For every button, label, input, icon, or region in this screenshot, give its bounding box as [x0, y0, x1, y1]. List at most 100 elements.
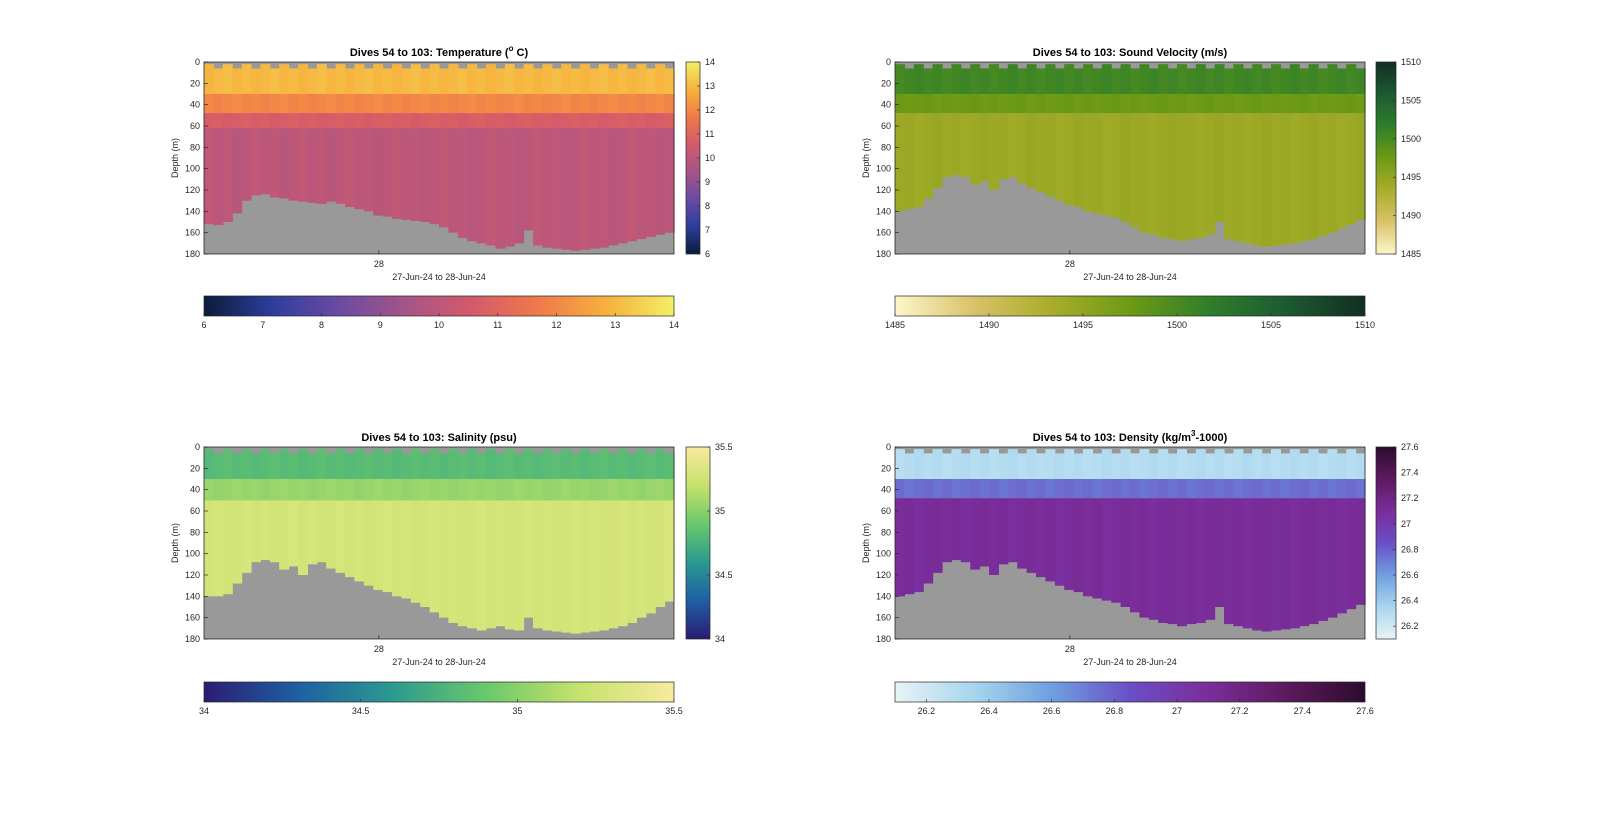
chart-title: Dives 54 to 103: Sound Velocity (m/s) [1033, 47, 1228, 59]
data-cell [382, 94, 393, 114]
y-tick-label: 100 [876, 549, 891, 559]
data-cell [1167, 68, 1178, 94]
data-cell [523, 94, 534, 114]
data-cell [222, 449, 233, 479]
data-cell [392, 479, 402, 501]
data-cell [1214, 113, 1225, 222]
data-cell [1195, 479, 1206, 499]
data-cell [232, 113, 243, 129]
colorbar-bottom [894, 681, 1366, 703]
colorbar-bottom-tick-label: 1485 [885, 320, 905, 330]
data-cell [1327, 113, 1338, 233]
data-cell [476, 113, 487, 129]
data-cell [523, 449, 534, 479]
data-cell [551, 479, 562, 501]
data-cell [345, 128, 355, 208]
data-cell [989, 479, 999, 499]
data-cell [1318, 498, 1328, 621]
data-cell [542, 128, 553, 248]
data-cell [1092, 113, 1103, 214]
data-cell [1092, 453, 1103, 479]
data-cell [298, 500, 308, 575]
data-cell [1336, 479, 1347, 499]
colorbar-right-tick-label: 11 [705, 129, 714, 139]
data-cell [457, 500, 468, 627]
data-cell [241, 128, 252, 201]
data-cell [1036, 113, 1046, 193]
data-cell [326, 68, 337, 94]
data-cell [1308, 449, 1319, 479]
data-cell [1083, 64, 1093, 94]
data-cell [1120, 498, 1131, 607]
data-cell [598, 113, 609, 129]
data-cell [1261, 479, 1272, 499]
data-cell [960, 68, 971, 94]
data-cell [467, 94, 478, 114]
data-cell [1120, 94, 1131, 114]
data-cell [260, 113, 271, 129]
data-cell [1205, 479, 1216, 499]
data-cell [448, 64, 459, 94]
data-cell [354, 94, 365, 114]
data-cell [392, 128, 402, 219]
colorbar-bottom-tick-label: 1495 [1073, 320, 1093, 330]
data-cell [1271, 64, 1281, 94]
data-cell [288, 453, 299, 479]
data-cell [551, 453, 562, 479]
data-cell [514, 453, 525, 479]
y-tick-label: 160 [185, 613, 200, 623]
data-cell [1318, 68, 1328, 94]
data-cell [1299, 113, 1310, 242]
data-cell [1327, 94, 1338, 114]
data-cell [467, 449, 478, 479]
data-cell [561, 64, 572, 94]
data-cell [420, 479, 431, 501]
colorbar-right-tick-label: 34.5 [715, 570, 733, 580]
data-cell [589, 500, 600, 632]
data-cell [448, 94, 459, 114]
data-cell [213, 453, 224, 479]
data-cell [533, 94, 543, 114]
data-cell [1308, 479, 1319, 499]
data-cell [279, 94, 290, 114]
data-cell [486, 94, 496, 114]
data-cell [645, 94, 656, 114]
data-cell [514, 128, 525, 244]
data-cell [316, 128, 327, 204]
data-cell [1224, 113, 1234, 240]
chart-title-text-end: C) [513, 47, 528, 59]
data-cell [1120, 64, 1131, 94]
data-cell [645, 113, 656, 129]
data-cell [627, 128, 637, 242]
data-cell [335, 449, 346, 479]
data-cell [1177, 113, 1187, 242]
colorbar-right-tick-label: 27.6 [1401, 442, 1419, 452]
data-cell [429, 113, 440, 129]
data-cell [335, 128, 346, 204]
data-cell [561, 113, 572, 129]
data-cell [598, 64, 609, 94]
data-cell [457, 453, 468, 479]
data-cell [429, 64, 440, 94]
data-cell [1280, 479, 1291, 499]
data-cell [608, 128, 619, 246]
y-tick-label: 60 [881, 121, 891, 131]
data-cell [1139, 64, 1150, 94]
data-cell [495, 128, 506, 249]
data-cell [1026, 479, 1037, 499]
data-cell [401, 94, 412, 114]
data-cell [1195, 498, 1206, 623]
data-cell [580, 64, 590, 94]
data-cell [251, 68, 261, 94]
data-cell [960, 113, 971, 178]
data-cell [989, 94, 999, 114]
data-cell [373, 479, 384, 501]
data-cell [1054, 453, 1065, 479]
data-cell [636, 500, 647, 618]
data-cell [1280, 113, 1291, 245]
data-cell [1017, 498, 1028, 569]
data-cell [1299, 498, 1310, 627]
y-tick-label: 140 [876, 206, 891, 216]
chart-title: Dives 54 to 103: Density (kg/m3-1000) [1033, 429, 1228, 444]
y-tick-label: 20 [881, 78, 891, 88]
